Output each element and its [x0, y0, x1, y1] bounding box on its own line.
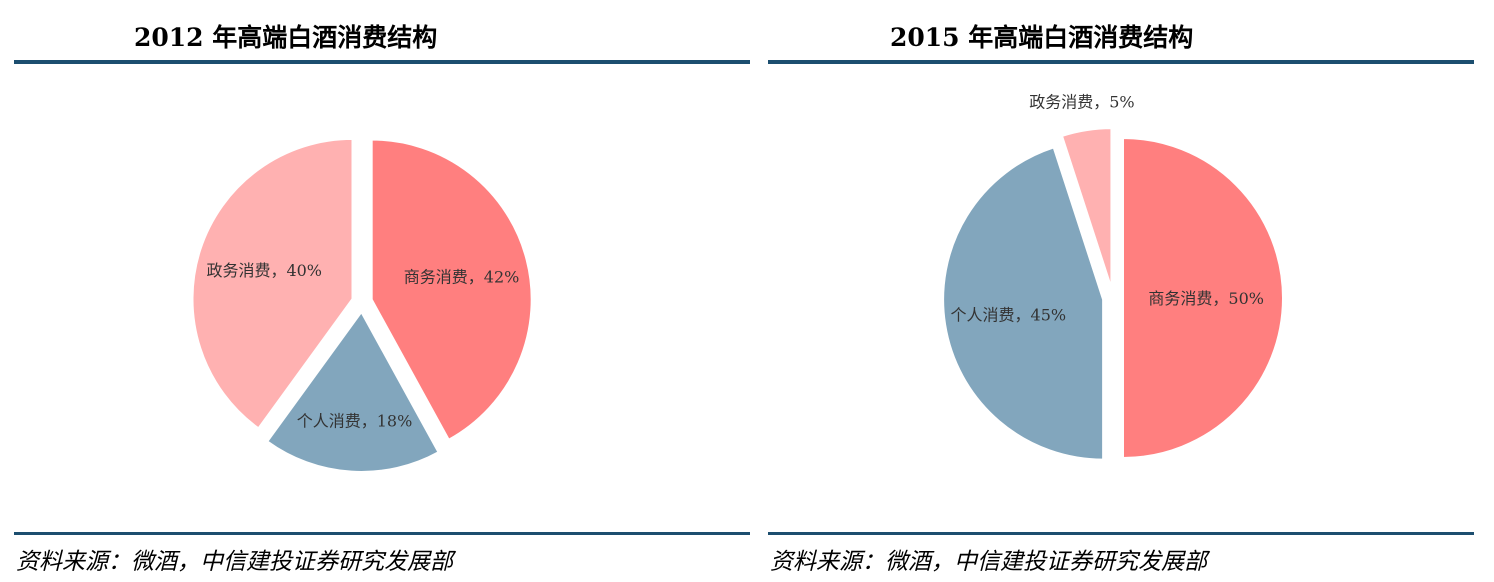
pie-slice [191, 137, 354, 430]
bottom-divider [768, 532, 1474, 535]
chart-title: 2015 年高端白酒消费结构 [890, 23, 1194, 52]
slice-label: 政务消费，5% [1029, 93, 1134, 112]
pie-chart-2012: 商务消费，42% 个人消费，18% 政务消费，40% [191, 137, 533, 473]
top-divider [768, 60, 1474, 64]
slice-label: 商务消费，42% [404, 267, 520, 286]
pie-slice [1060, 127, 1113, 289]
pie-slice [265, 310, 440, 473]
bottom-divider [14, 532, 750, 535]
pie-slice [942, 146, 1105, 461]
slice-label: 个人消费，18% [297, 412, 413, 431]
slice-label: 政务消费，40% [206, 261, 322, 280]
source-note: 资料来源：微酒，中信建投证券研究发展部 [770, 549, 1207, 575]
pie-slice [370, 138, 533, 442]
pie-chart-2015: 商务消费，50% 个人消费，45% 政务消费，5% [942, 93, 1284, 461]
chart-title: 2012 年高端白酒消费结构 [134, 23, 438, 52]
slice-label: 商务消费，50% [1148, 289, 1264, 308]
top-divider [14, 60, 750, 64]
pie-slice [1122, 136, 1284, 460]
slice-label: 个人消费，45% [951, 306, 1067, 325]
source-note: 资料来源：微酒，中信建投证券研究发展部 [16, 549, 453, 575]
